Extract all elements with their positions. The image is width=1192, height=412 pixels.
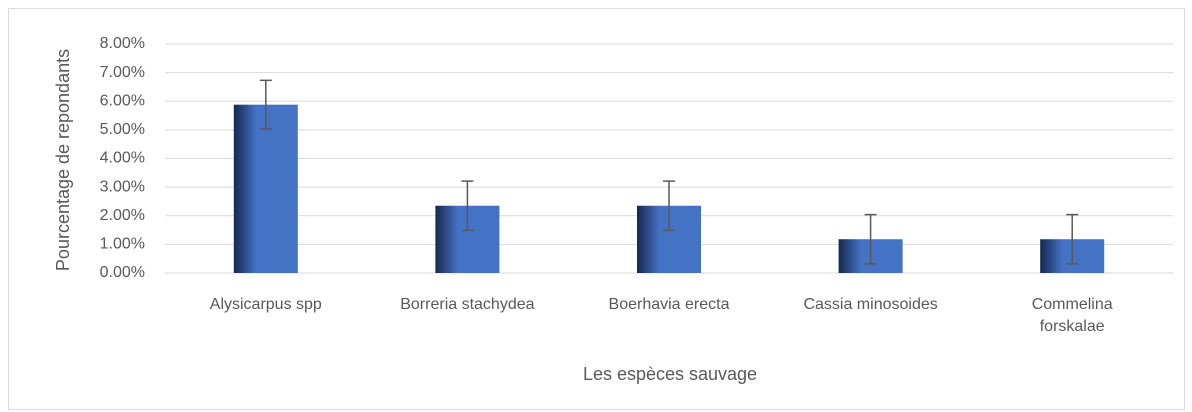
error-bar: [461, 180, 474, 232]
x-tick-label: Cassia minosoides: [803, 296, 938, 313]
y-tick-label: 8.00%: [100, 35, 145, 52]
chart-frame: [8, 8, 1185, 410]
error-bar: [259, 79, 272, 130]
x-tick-label: Boerhavia erecta: [608, 296, 730, 313]
y-tick-label: 2.00%: [100, 207, 145, 224]
y-tick-label: 0.00%: [100, 264, 145, 281]
error-bar: [1066, 213, 1079, 265]
y-tick-label: 4.00%: [100, 150, 145, 167]
y-tick-label: 7.00%: [100, 64, 145, 81]
error-bar: [663, 180, 675, 232]
x-tick-label: Borreria stachydea: [400, 296, 535, 313]
error-bar: [864, 213, 877, 265]
y-tick-label: 5.00%: [100, 121, 145, 138]
y-tick-label: 6.00%: [100, 92, 145, 109]
y-axis-title: Pourcentage de repondants: [53, 49, 73, 271]
y-tick-label: 1.00%: [100, 236, 145, 253]
bar: [233, 104, 298, 273]
x-tick-label: Commelina forskalae: [1031, 296, 1113, 335]
y-tick-label: 3.00%: [100, 178, 145, 195]
x-tick-label: Alysicarpus spp: [209, 296, 322, 313]
x-axis-title: Les espèces sauvage: [583, 364, 757, 384]
